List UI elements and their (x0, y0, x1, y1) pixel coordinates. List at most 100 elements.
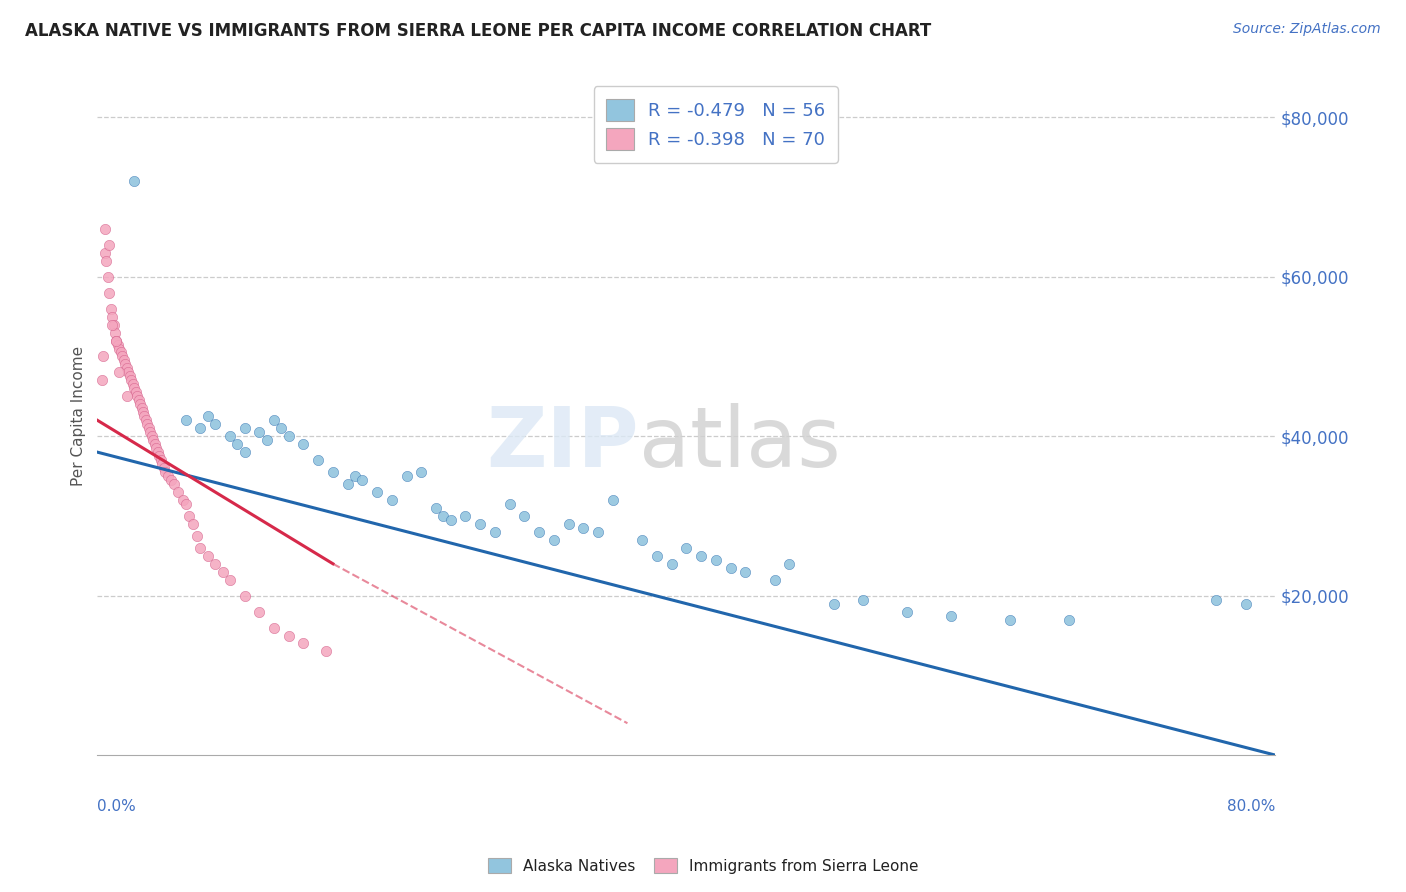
Point (322, 465, 344, 479)
Point (145, 441, 167, 455)
Point (1057, 613, 1080, 627)
Point (411, 465, 433, 479)
Point (896, 605, 918, 619)
Point (366, 485, 388, 500)
Point (527, 524, 550, 539)
Legend: Alaska Natives, Immigrants from Sierra Leone: Alaska Natives, Immigrants from Sierra L… (482, 852, 924, 880)
Point (277, 628, 299, 642)
Point (763, 573, 786, 587)
Point (197, 549, 219, 563)
Point (204, 417, 226, 432)
Text: Source: ZipAtlas.com: Source: ZipAtlas.com (1233, 22, 1381, 37)
Point (93, 222, 115, 236)
Point (256, 433, 278, 447)
Point (336, 477, 359, 491)
Point (148, 449, 170, 463)
Point (122, 174, 145, 188)
Point (112, 353, 135, 368)
Point (218, 429, 240, 443)
Point (172, 493, 194, 508)
Point (163, 477, 186, 491)
Point (142, 433, 165, 447)
Point (307, 453, 329, 467)
Point (118, 369, 141, 384)
Point (97, 269, 120, 284)
Point (226, 437, 249, 451)
Point (124, 385, 146, 400)
Point (263, 621, 285, 635)
Point (98, 285, 121, 300)
Point (107, 337, 129, 351)
Point (704, 553, 727, 567)
Y-axis label: Per Capita Income: Per Capita Income (72, 346, 86, 486)
Point (247, 425, 270, 440)
Point (101, 310, 124, 324)
Point (470, 516, 492, 531)
Point (233, 589, 256, 603)
Point (381, 493, 404, 508)
Text: ALASKA NATIVE VS IMMIGRANTS FROM SIERRA LEONE PER CAPITA INCOME CORRELATION CHAR: ALASKA NATIVE VS IMMIGRANTS FROM SIERRA … (25, 22, 932, 40)
Point (174, 413, 197, 427)
Point (111, 350, 134, 364)
Point (157, 469, 180, 483)
Point (153, 465, 176, 479)
Point (852, 592, 875, 607)
Point (101, 318, 124, 332)
Point (432, 508, 454, 523)
Point (1000, 613, 1022, 627)
Point (292, 437, 315, 451)
Point (152, 461, 174, 475)
Text: ZIP: ZIP (486, 403, 640, 483)
Point (557, 516, 579, 531)
Point (181, 516, 204, 531)
Point (110, 345, 132, 359)
Point (690, 549, 713, 563)
Point (645, 549, 668, 563)
Point (98, 238, 121, 252)
Point (675, 541, 697, 555)
Point (543, 533, 565, 547)
Point (1205, 592, 1227, 607)
Point (344, 469, 367, 483)
Point (104, 326, 127, 340)
Point (160, 473, 183, 487)
Point (440, 513, 463, 527)
Point (720, 561, 742, 575)
Point (572, 521, 595, 535)
Point (108, 366, 131, 380)
Point (1234, 597, 1257, 611)
Point (114, 358, 136, 372)
Point (90, 373, 112, 387)
Point (139, 425, 162, 440)
Text: 80.0%: 80.0% (1227, 799, 1275, 814)
Point (233, 445, 256, 459)
Point (141, 429, 163, 443)
Text: atlas: atlas (640, 403, 841, 483)
Point (121, 377, 143, 392)
Point (277, 429, 299, 443)
Point (247, 605, 270, 619)
Point (263, 413, 285, 427)
Point (352, 473, 374, 487)
Point (197, 409, 219, 424)
Point (135, 413, 157, 427)
Point (174, 497, 197, 511)
Text: 0.0%: 0.0% (97, 799, 136, 814)
Point (132, 405, 155, 419)
Point (778, 557, 800, 571)
Point (315, 644, 337, 658)
Point (93, 245, 115, 260)
Point (661, 557, 683, 571)
Point (941, 608, 963, 623)
Point (586, 524, 609, 539)
Point (131, 401, 153, 416)
Point (270, 421, 292, 435)
Point (823, 597, 845, 611)
Point (484, 524, 506, 539)
Point (129, 397, 152, 411)
Point (425, 500, 447, 515)
Point (138, 421, 160, 435)
Point (211, 565, 233, 579)
Point (128, 393, 150, 408)
Point (146, 445, 169, 459)
